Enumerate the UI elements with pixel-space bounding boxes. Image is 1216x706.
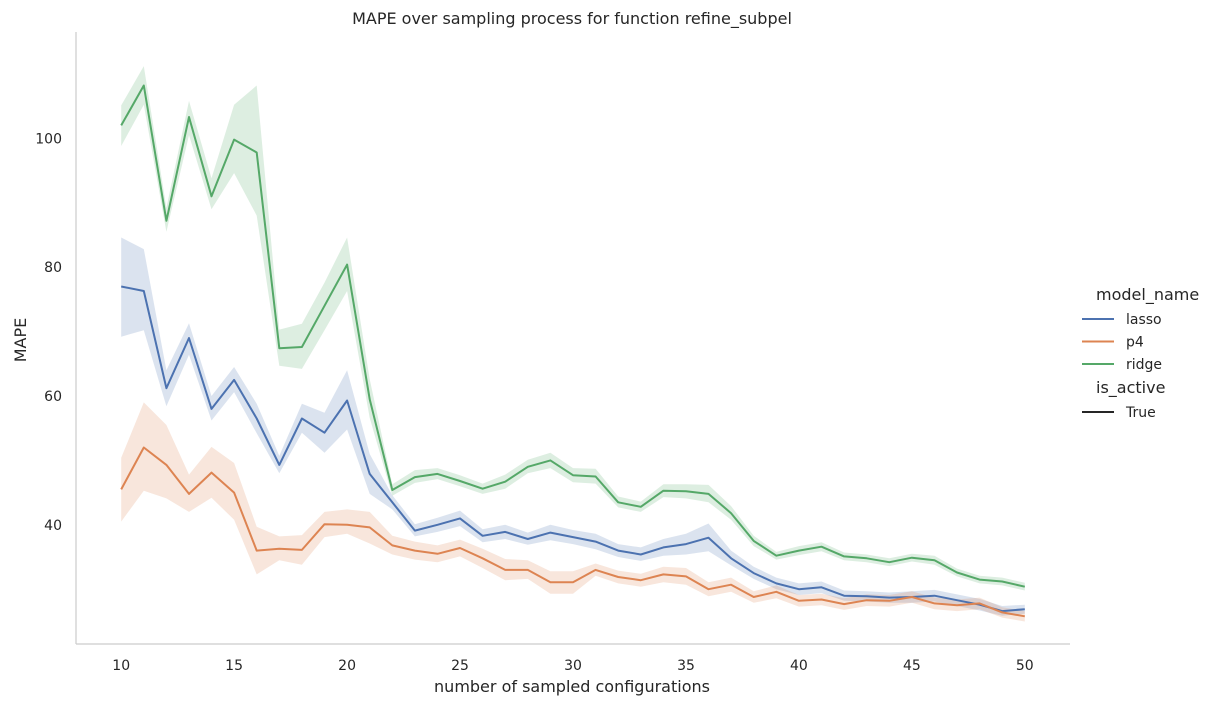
y-tick-label: 100 [35, 131, 62, 147]
x-tick-label: 40 [790, 658, 808, 674]
y-tick-label: 60 [44, 389, 62, 405]
series-line-p4 [120, 446, 1025, 618]
y-axis-label: MAPE [11, 318, 30, 363]
legend-label-ridge: ridge [1126, 357, 1162, 373]
x-tick-label: 25 [451, 658, 469, 674]
x-tick-label: 35 [677, 658, 695, 674]
x-axis-label: number of sampled configurations [434, 677, 710, 696]
confidence-band-ridge [121, 66, 1025, 591]
y-tick-label: 40 [44, 518, 62, 534]
x-tick-labels: 10 15 20 25 30 35 40 45 50 [112, 658, 1033, 674]
legend-style-label: True [1125, 405, 1156, 421]
legend: model_name lasso p4 ridge is_active True [1082, 285, 1199, 421]
confidence-bands [121, 66, 1025, 622]
x-tick-label: 15 [225, 658, 243, 674]
x-tick-label: 20 [338, 658, 356, 674]
y-tick-labels: 40 60 80 100 [35, 131, 62, 534]
x-tick-label: 30 [564, 658, 582, 674]
legend-label-lasso: lasso [1126, 312, 1162, 328]
x-tick-label: 10 [112, 658, 130, 674]
y-tick-label: 80 [44, 260, 62, 276]
series-line-ridge [120, 84, 1026, 588]
confidence-band-lasso [121, 237, 1025, 616]
x-tick-label: 45 [903, 658, 921, 674]
series-lines [120, 84, 1026, 618]
series-line-lasso [121, 285, 1025, 613]
x-tick-label: 50 [1016, 658, 1034, 674]
confidence-band-p4 [121, 402, 1025, 622]
axes [75, 32, 1070, 645]
legend-label-p4: p4 [1126, 335, 1144, 351]
legend-style-title: is_active [1096, 378, 1165, 398]
legend-hue-title: model_name [1096, 285, 1199, 305]
chart-title: MAPE over sampling process for function … [352, 9, 792, 29]
